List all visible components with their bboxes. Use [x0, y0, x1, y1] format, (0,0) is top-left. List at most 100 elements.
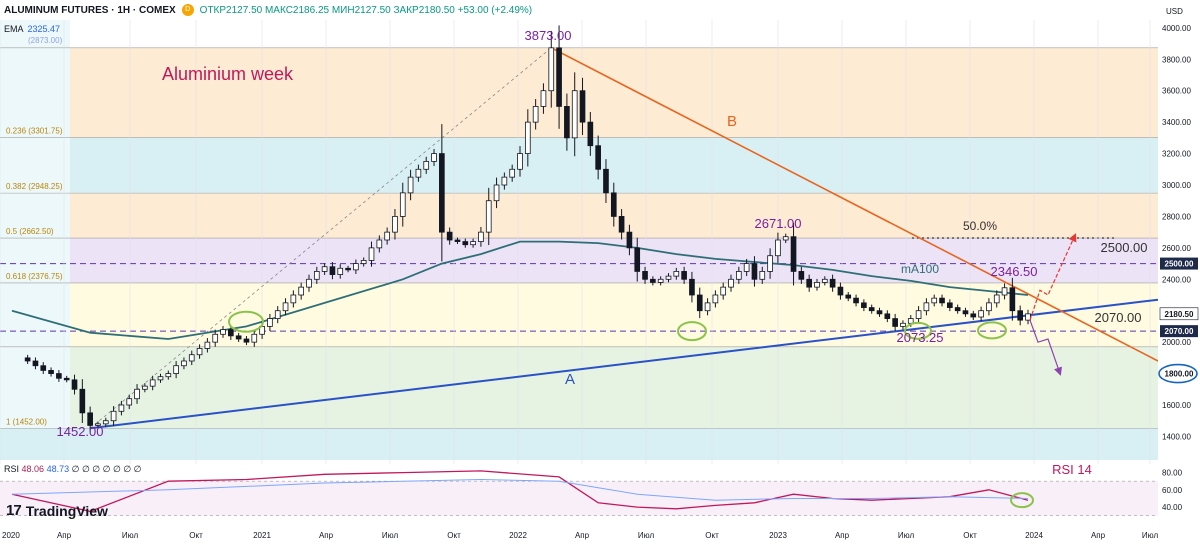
- y-tick-label: 2800.00: [1162, 212, 1191, 221]
- x-tick-label: 2021: [253, 531, 271, 540]
- ema-legend[interactable]: EMA 2325.47: [4, 24, 60, 34]
- level-2073-label: 2073.25: [897, 330, 944, 345]
- rsi-tick-label: 80.00: [1162, 469, 1183, 478]
- trendline-b-label: B: [727, 113, 737, 130]
- ema-label: EMA: [4, 24, 24, 34]
- candle-up: [532, 106, 539, 123]
- candle-up: [220, 329, 226, 335]
- candle-down: [71, 379, 78, 390]
- candle-down: [853, 297, 859, 304]
- candle-down: [63, 377, 70, 381]
- candle-up: [384, 231, 390, 241]
- candle-down: [876, 310, 883, 315]
- x-tick-label: Окт: [189, 531, 203, 540]
- x-tick-label: 2024: [1025, 531, 1043, 540]
- candle-down: [243, 338, 250, 343]
- candle-down: [845, 294, 852, 299]
- candle-up: [704, 302, 711, 312]
- candle-down: [40, 365, 47, 371]
- candle-up: [267, 318, 273, 327]
- support-ellipse: [677, 321, 707, 342]
- candle-down: [634, 247, 641, 272]
- fib-level-label: 0.236 (3301.75): [6, 127, 63, 136]
- candle-up: [509, 168, 516, 178]
- fib-diagonal-line: [89, 47, 552, 429]
- rsi-ma-value: 48.73: [46, 464, 70, 474]
- candle-down: [954, 307, 961, 312]
- price-badge-label: 2500.00: [1165, 260, 1194, 269]
- x-tick-label: Апр: [57, 531, 72, 540]
- candle-up: [978, 310, 984, 318]
- candle-up: [118, 404, 125, 412]
- fib-band-below: [0, 428, 1158, 460]
- candle-up: [712, 294, 719, 304]
- candle-down: [790, 236, 797, 272]
- candle-down: [829, 278, 836, 288]
- x-tick-label: 2022: [509, 531, 527, 540]
- candle-down: [454, 239, 461, 242]
- candle-up: [134, 388, 140, 400]
- x-tick-label: Окт: [705, 531, 719, 540]
- candle-down: [618, 216, 625, 233]
- ema-value: 2325.47: [27, 24, 61, 34]
- x-tick-label: Июл: [122, 531, 139, 540]
- candle-down: [462, 241, 469, 246]
- price-axis-bg: [1158, 0, 1200, 546]
- candle-down: [798, 271, 805, 280]
- rsi-label: RSI: [4, 464, 20, 474]
- x-tick-label: Апр: [319, 531, 334, 540]
- candle-up: [282, 302, 289, 312]
- y-tick-label: 2000.00: [1162, 338, 1191, 347]
- x-tick-label: Июл: [1142, 531, 1159, 540]
- candle-down: [947, 302, 953, 308]
- ema-sub-value: (2873.00): [28, 36, 63, 45]
- candle-up: [517, 153, 523, 170]
- candle-down: [235, 335, 242, 340]
- support-ellipse: [904, 321, 932, 340]
- level-2346-label: 2346.50: [991, 264, 1038, 279]
- candle-up: [743, 263, 750, 272]
- fib-level-label: 1 (1452.00): [6, 417, 47, 426]
- candle-down: [837, 286, 844, 296]
- candle-up: [548, 47, 555, 92]
- ma100-label: mA100: [901, 262, 939, 276]
- fib-level-label: 0.618 (2376.75): [6, 272, 63, 281]
- price-badge: [1160, 325, 1198, 338]
- y-tick-label: 3800.00: [1162, 55, 1191, 64]
- candle-up: [368, 247, 375, 261]
- chart-title-annotation: Aluminium week: [162, 64, 294, 84]
- candle-down: [939, 297, 945, 304]
- candle-up: [212, 333, 219, 343]
- candle-up: [110, 410, 117, 422]
- candle-up: [485, 200, 492, 233]
- rsi-legend[interactable]: RSI 48.06 48.73 ∅ ∅ ∅ ∅ ∅ ∅ ∅: [4, 464, 142, 475]
- price-badge-circle: [1158, 363, 1198, 384]
- badge-d-icon: D: [181, 4, 194, 16]
- candle-down: [861, 302, 867, 308]
- candle-down: [868, 307, 875, 312]
- candle-down: [970, 313, 977, 318]
- candle-up: [814, 282, 820, 288]
- symbol-label[interactable]: ALUMINUM FUTURES · 1H · COMEX: [4, 4, 176, 16]
- candle-up: [759, 271, 766, 280]
- candle-down: [556, 47, 562, 107]
- level-2671-label: 2671.00: [755, 216, 802, 231]
- chart-header: ALUMINUM FUTURES · 1H · COMEX D ОТКР2127…: [4, 4, 532, 16]
- candle-up: [736, 271, 742, 280]
- candle-up: [173, 365, 179, 374]
- candle-up: [524, 121, 531, 154]
- y-tick-label: 3600.00: [1162, 87, 1191, 96]
- candle-down: [626, 231, 633, 249]
- bearish-arrow: [1029, 319, 1063, 376]
- candle-up: [407, 176, 414, 194]
- candle-up: [274, 310, 281, 319]
- candle-down: [329, 266, 336, 275]
- support-ellipse: [228, 310, 264, 333]
- candle-down: [689, 278, 695, 296]
- candle-up: [95, 423, 101, 426]
- candle-down: [564, 106, 570, 139]
- fib-band: [70, 282, 1158, 347]
- y-tick-label: 2600.00: [1162, 244, 1191, 253]
